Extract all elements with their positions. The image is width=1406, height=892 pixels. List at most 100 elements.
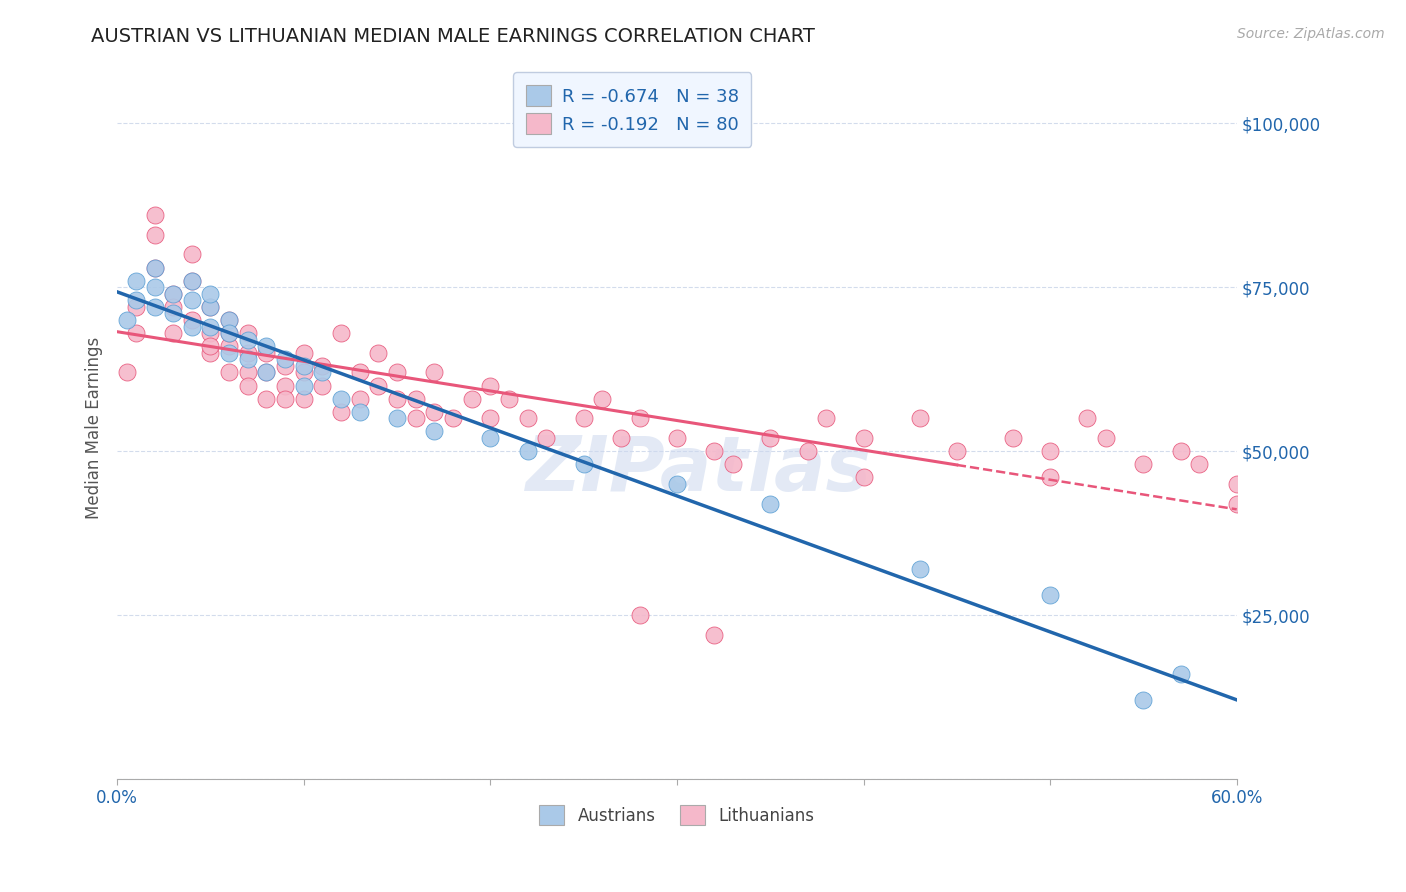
Point (218, 346, 240, 360)
Point (330, 405, 353, 419)
Point (162, 286, 184, 301)
Point (180, 274, 202, 288)
Point (200, 326, 222, 340)
Point (516, 411, 538, 425)
Point (200, 300, 222, 314)
Point (143, 300, 166, 314)
Point (628, 411, 651, 425)
Point (946, 444, 969, 458)
Point (479, 411, 502, 425)
Legend: Austrians, Lithuanians: Austrians, Lithuanians (531, 797, 823, 834)
Point (908, 411, 931, 425)
Point (274, 392, 297, 406)
Point (200, 319, 222, 334)
Point (1170, 444, 1192, 458)
Point (703, 628, 725, 642)
Point (385, 366, 408, 380)
Point (330, 326, 353, 340)
Point (311, 378, 333, 392)
Point (274, 352, 297, 367)
Point (256, 339, 278, 353)
Point (759, 497, 782, 511)
Point (125, 293, 148, 308)
Point (143, 208, 166, 222)
Point (180, 293, 202, 308)
Point (703, 444, 725, 458)
Point (796, 444, 818, 458)
Point (405, 411, 427, 425)
Point (1076, 411, 1098, 425)
Point (256, 366, 278, 380)
Point (405, 392, 427, 406)
Point (125, 300, 148, 314)
Point (311, 359, 333, 373)
Text: Source: ZipAtlas.com: Source: ZipAtlas.com (1237, 27, 1385, 41)
Point (536, 431, 558, 445)
Point (1170, 667, 1192, 681)
Point (143, 280, 166, 294)
Point (180, 319, 202, 334)
Point (292, 359, 315, 373)
Point (218, 326, 240, 340)
Point (200, 286, 222, 301)
Point (385, 392, 408, 406)
Point (330, 392, 353, 406)
Point (1226, 497, 1249, 511)
Point (162, 326, 184, 340)
Point (180, 313, 202, 327)
Text: ZIPatlas: ZIPatlas (526, 434, 872, 508)
Point (256, 346, 278, 360)
Point (349, 366, 371, 380)
Point (236, 366, 259, 380)
Point (162, 300, 184, 314)
Point (125, 274, 148, 288)
Point (256, 366, 278, 380)
Point (423, 405, 446, 419)
Point (1132, 693, 1154, 707)
Point (423, 366, 446, 380)
Point (200, 346, 222, 360)
Point (236, 352, 259, 367)
Point (256, 392, 278, 406)
Point (218, 339, 240, 353)
Point (516, 444, 538, 458)
Point (115, 313, 138, 327)
Point (572, 457, 595, 471)
Point (162, 286, 184, 301)
Point (200, 339, 222, 353)
Point (143, 227, 166, 242)
Point (908, 562, 931, 576)
Point (385, 411, 408, 425)
Point (143, 260, 166, 275)
Point (479, 378, 502, 392)
Point (628, 607, 651, 622)
Point (665, 476, 688, 491)
Point (498, 392, 520, 406)
Point (218, 313, 240, 327)
Point (200, 300, 222, 314)
Point (1039, 588, 1062, 602)
Point (367, 378, 389, 392)
Y-axis label: Median Male Earnings: Median Male Earnings (86, 337, 103, 519)
Point (665, 431, 688, 445)
Point (115, 366, 138, 380)
Point (349, 405, 371, 419)
Point (1039, 444, 1062, 458)
Point (479, 431, 502, 445)
Point (292, 392, 315, 406)
Point (292, 366, 315, 380)
Point (218, 313, 240, 327)
Point (441, 411, 464, 425)
Point (162, 306, 184, 320)
Point (311, 366, 333, 380)
Point (218, 366, 240, 380)
Point (218, 326, 240, 340)
Point (1039, 470, 1062, 484)
Point (852, 470, 875, 484)
Point (815, 411, 838, 425)
Point (423, 425, 446, 439)
Point (721, 457, 744, 471)
Point (1226, 476, 1249, 491)
Point (367, 346, 389, 360)
Text: AUSTRIAN VS LITHUANIAN MEDIAN MALE EARNINGS CORRELATION CHART: AUSTRIAN VS LITHUANIAN MEDIAN MALE EARNI… (91, 27, 815, 45)
